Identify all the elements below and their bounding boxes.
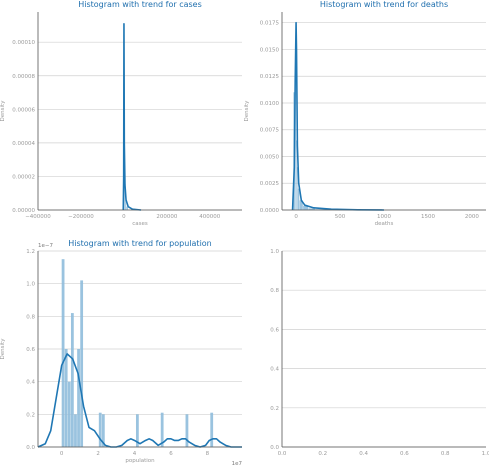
x-tick-label: 0.2 xyxy=(318,451,327,457)
x-tick-label: 1000 xyxy=(377,214,391,220)
histogram-bar xyxy=(135,414,139,447)
y-tick-label: 0.00010 xyxy=(12,40,35,46)
histogram-bar xyxy=(77,349,80,447)
chart-title: Histogram with trend for deaths xyxy=(320,0,448,9)
x-tick-label: 0 xyxy=(60,451,64,457)
histogram-bar xyxy=(80,280,84,447)
y-axis-label: Density xyxy=(0,338,6,360)
x-tick-label: 500 xyxy=(335,214,346,220)
trend-line xyxy=(122,22,142,211)
histogram-bar xyxy=(210,412,214,447)
histogram-bar xyxy=(98,412,102,447)
x-tick-label: 200000 xyxy=(156,214,177,220)
y-tick-label: 1.0 xyxy=(26,282,35,288)
x-tick-label: 0.0 xyxy=(278,451,287,457)
y-tick-label: 0.0050 xyxy=(260,154,280,160)
y-axis-label: Density xyxy=(0,100,6,122)
y-tick-label: 0.0 xyxy=(26,445,35,451)
histogram-bar xyxy=(160,412,164,447)
y-tick-label: 0.4 xyxy=(26,380,35,386)
x-tick-label: 0 xyxy=(122,214,126,220)
x-tick-label: 6 xyxy=(169,451,173,457)
trend-line xyxy=(37,353,242,448)
y-tick-label: 0.2 xyxy=(270,406,279,412)
histogram-bar xyxy=(126,206,128,210)
histogram-bar xyxy=(70,313,74,447)
x-tick-label: 8 xyxy=(206,451,210,457)
x-tick-label: 0.4 xyxy=(359,451,368,457)
y-tick-label: 0.00000 xyxy=(12,208,35,214)
histogram-bar xyxy=(299,200,303,210)
y-tick-label: 0.00008 xyxy=(12,74,35,80)
deaths-histogram-panel: 0.0000 0.0025 0.0050 0.0075 0.0100 0.0125 0.01… xyxy=(244,0,486,227)
y-tick-label: 0.00004 xyxy=(12,141,35,147)
histogram-bar xyxy=(303,205,309,210)
y-tick-label: 0.0150 xyxy=(260,47,280,53)
histogram-bar xyxy=(185,414,189,447)
x-tick-label: 400000 xyxy=(199,214,220,220)
y-axis-label: Density xyxy=(244,100,250,122)
y-tick-label: 0.4 xyxy=(270,367,279,373)
y-tick-label: 0.0175 xyxy=(260,21,280,27)
histogram-bar xyxy=(64,349,68,447)
histogram-bar xyxy=(296,140,297,210)
histogram-bar xyxy=(308,208,316,210)
x-tick-label: 2 xyxy=(96,451,100,457)
y-tick-label: 1.2 xyxy=(26,249,35,255)
x-tick-label: −400000 xyxy=(25,214,51,220)
y-offset-text: 1e−7 xyxy=(38,243,53,249)
y-tick-label: 0.6 xyxy=(26,347,35,353)
x-axis-label: population xyxy=(125,458,155,464)
population-histogram-panel: 0.0 0.2 0.4 0.6 0.8 1.0 1.2 0 2 4 6 8 Histogram with… xyxy=(0,239,242,465)
trend-line xyxy=(291,21,385,211)
y-tick-label: 0.0125 xyxy=(260,74,280,80)
chart-title: Histogram with trend for cases xyxy=(78,0,202,9)
histogram-bar xyxy=(74,414,77,447)
x-tick-label: 0.8 xyxy=(441,451,450,457)
x-tick-label: 2000 xyxy=(465,214,479,220)
y-tick-label: 0.0100 xyxy=(260,101,280,107)
y-tick-label: 0.0025 xyxy=(260,181,280,187)
x-tick-label: 0.6 xyxy=(400,451,409,457)
y-tick-label: 0.0075 xyxy=(260,128,280,134)
y-tick-label: 1.0 xyxy=(270,249,279,255)
empty-panel: 0.0 0.2 0.4 0.6 0.8 1.0 0.0 0.2 0.4 0.6 0.8 1.0 xyxy=(270,249,489,457)
histogram-bar xyxy=(101,414,105,447)
y-tick-label: 0.00002 xyxy=(12,174,35,180)
x-axis-label: cases xyxy=(132,221,148,227)
histogram-bar xyxy=(125,199,127,210)
histogram-bar xyxy=(297,188,300,210)
chart-title: Histogram with trend for population xyxy=(68,239,212,248)
x-tick-label: 4 xyxy=(133,451,137,457)
y-tick-label: 0.8 xyxy=(26,314,35,320)
histogram-bar xyxy=(61,259,65,447)
x-tick-label: 1500 xyxy=(421,214,435,220)
y-tick-label: 0.00006 xyxy=(12,107,35,113)
histogram-bar xyxy=(296,167,298,210)
y-tick-label: 0.2 xyxy=(26,412,35,418)
cases-histogram-panel: 0.00000 0.00002 0.00004 0.00006 0.00008 0.000… xyxy=(0,0,242,227)
x-tick-label: −200000 xyxy=(68,214,94,220)
x-tick-label: 0 xyxy=(294,214,298,220)
x-tick-label: 1.0 xyxy=(482,451,489,457)
x-offset-text: 1e7 xyxy=(232,461,243,465)
x-axis-label: deaths xyxy=(375,221,394,227)
y-tick-label: 0.6 xyxy=(270,327,279,333)
y-tick-label: 0.8 xyxy=(270,288,279,294)
y-tick-label: 0.0 xyxy=(270,445,279,451)
histogram-bar xyxy=(67,381,71,447)
y-tick-label: 0.0000 xyxy=(260,208,280,214)
